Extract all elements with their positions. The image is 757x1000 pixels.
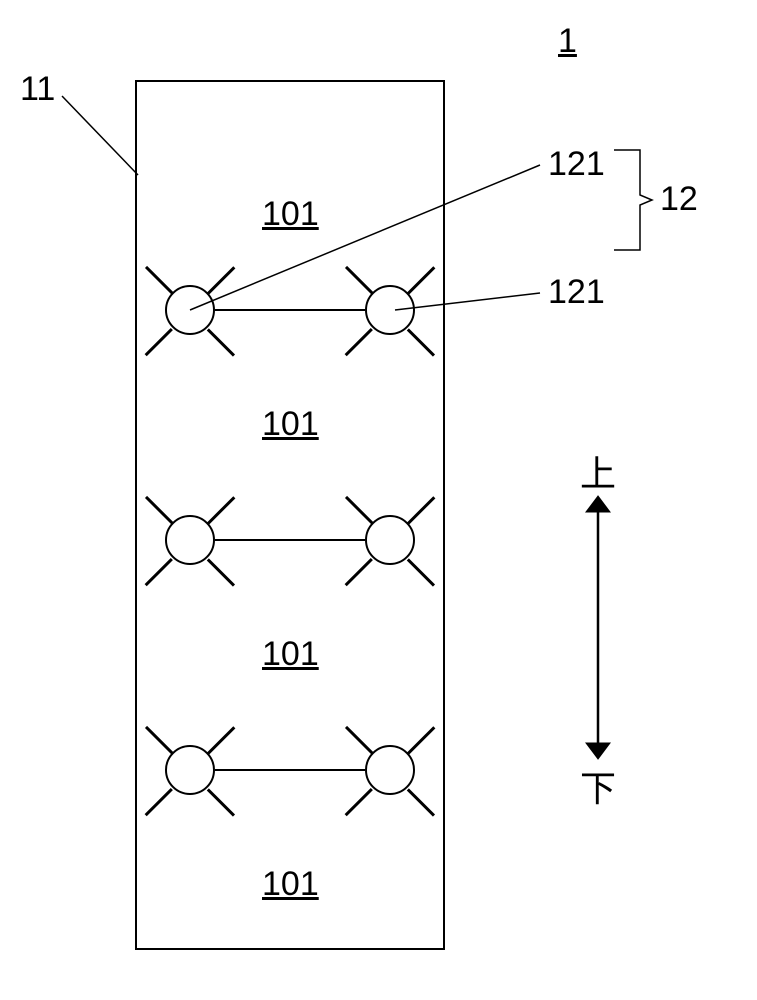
direction-arrow bbox=[0, 0, 757, 1000]
diagram-canvas: 11112112121101101101101上下 bbox=[0, 0, 757, 1000]
